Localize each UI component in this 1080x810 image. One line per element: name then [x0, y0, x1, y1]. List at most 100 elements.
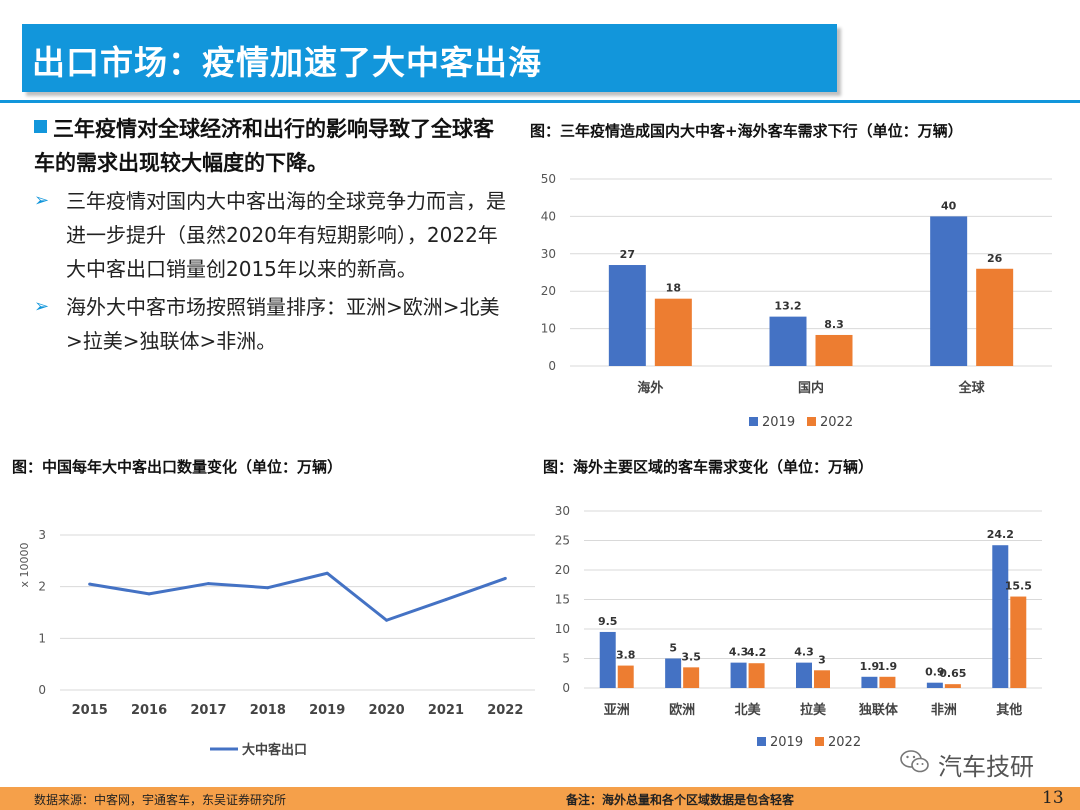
chart2-data-point [206, 582, 210, 586]
chart3-data-label: 1.9 [878, 660, 898, 673]
chart2-y-axis-label: x 10000 [18, 542, 31, 587]
chart1-title: 图：三年疫情造成国内大中客+海外客车需求下行（单位：万辆） [530, 122, 963, 140]
chart2-x-tick-label: 2016 [131, 703, 167, 718]
chart3-data-label: 3.8 [616, 649, 636, 662]
chart1-x-tick-label: 国内 [798, 380, 824, 396]
chart3-legend-label: 2022 [828, 735, 861, 750]
chart2-y-tick-label: 0 [38, 683, 46, 697]
chart3-data-label: 4.3 [794, 646, 814, 659]
chart3-title: 图：海外主要区域的客车需求变化（单位：万辆） [543, 458, 874, 476]
chart3-data-label: 9.5 [598, 615, 618, 628]
chart2-x-tick-label: 2021 [428, 703, 464, 718]
chart1-data-label: 8.3 [824, 318, 844, 331]
chart2-data-point [444, 598, 448, 602]
chart3-bar-2019 [796, 662, 812, 688]
chart2-y-tick-label: 2 [38, 580, 46, 594]
chart3-data-label: 0.65 [939, 667, 966, 680]
chart1-bar-2022 [654, 298, 692, 366]
chart3-legend-label: 2019 [770, 735, 803, 750]
chart3-y-tick-label: 0 [562, 681, 570, 695]
chart1-legend-swatch [807, 417, 816, 426]
chart1-bar-2019 [608, 265, 646, 366]
chart3-bar-2019 [861, 676, 878, 688]
chart2-data-point [385, 618, 389, 622]
sub-bullet-text: 海外大中客市场按照销量排序：亚洲>欧洲>北美>拉美>独联体>非洲。 [66, 295, 500, 353]
main-bullet: 三年疫情对全球经济和出行的影响导致了全球客车的需求出现较大幅度的下降。 [34, 112, 514, 180]
chart2-data-point [147, 592, 151, 596]
arrow-bullet-icon: ➢ [34, 296, 50, 317]
chart1-y-tick-label: 10 [541, 322, 556, 336]
footer-bar: 数据来源：中客网，宇通客车，东吴证券研究所 备注：海外总量和各个区域数据是包含轻… [0, 787, 1080, 810]
chart1-y-tick-label: 50 [541, 172, 556, 186]
chart1-y-tick-label: 20 [541, 284, 556, 298]
chart2-data-point [503, 576, 507, 580]
chart3-bar-2022 [814, 670, 830, 688]
chart1-x-tick-label: 海外 [637, 380, 663, 396]
chart2-x-tick-label: 2015 [72, 703, 108, 718]
chart3-bar-2022 [879, 676, 896, 688]
data-source: 数据来源：中客网，宇通客车，东吴证券研究所 [34, 793, 287, 807]
sub-bullet: ➢ 三年疫情对国内大中客出海的全球竞争力而言，是进一步提升（虽然2020年有短期… [34, 184, 514, 286]
chart2-data-point [325, 571, 329, 575]
chart1-legend-label: 2019 [762, 415, 795, 430]
bullet-section: 三年疫情对全球经济和出行的影响导致了全球客车的需求出现较大幅度的下降。 ➢ 三年… [34, 112, 514, 358]
chart3-bar-2022 [617, 665, 634, 688]
chart3-x-tick-label: 亚洲 [604, 703, 630, 718]
chart3-data-label: 3 [818, 653, 826, 666]
chart1-x-tick-label: 全球 [958, 380, 986, 396]
chart1-legend-label: 2022 [820, 415, 853, 430]
page-number: 13 [1042, 788, 1064, 808]
chart3-x-tick-label: 欧洲 [669, 702, 695, 718]
main-bullet-text: 三年疫情对全球经济和出行的影响导致了全球客车的需求出现较大幅度的下降。 [34, 117, 494, 175]
chart3-bar-2019 [992, 545, 1009, 688]
chart3-y-tick-label: 15 [555, 593, 570, 607]
chart3-data-label: 1.9 [860, 660, 880, 673]
title-bar: 出口市场：疫情加速了大中客出海 [22, 24, 837, 92]
chart3-bar-2022 [748, 663, 765, 688]
chart1-data-label: 26 [987, 252, 1003, 265]
watermark-text: 汽车技研 [938, 753, 1034, 781]
chart3-data-label: 4.3 [729, 646, 749, 659]
chart3-data-label: 3.5 [681, 650, 701, 663]
chart1-bar-2019 [930, 216, 968, 366]
wechat-icon [900, 750, 929, 773]
chart2-title: 图：中国每年大中客出口数量变化（单位：万辆） [12, 458, 343, 476]
chart3-x-tick-label: 非洲 [931, 702, 957, 718]
chart3-bar-2022 [683, 667, 700, 688]
chart3-y-tick-label: 20 [555, 563, 570, 577]
chart2-y-tick-label: 3 [38, 528, 46, 542]
chart3-bar-2019 [665, 658, 682, 688]
chart3-data-label: 15.5 [1005, 580, 1032, 593]
chart1-data-label: 13.2 [774, 300, 801, 313]
sub-bullet: ➢ 海外大中客市场按照销量排序：亚洲>欧洲>北美>拉美>独联体>非洲。 [34, 290, 514, 358]
chart3-bar-2019 [926, 682, 943, 688]
chart2-y-tick-label: 1 [38, 631, 46, 645]
chart3-bar-2022 [944, 684, 961, 688]
chart2-x-tick-label: 2020 [368, 703, 404, 718]
chart2-legend-label: 大中客出口 [242, 742, 307, 758]
chart3-legend-swatch [815, 737, 824, 746]
chart2-x-tick-label: 2022 [487, 703, 523, 718]
title-divider [0, 100, 1080, 103]
chart3-bar-2019 [730, 662, 747, 688]
chart3-data-label: 0.9 [925, 666, 945, 679]
chart2-series-line [89, 571, 506, 622]
chart3-bar-2019 [599, 631, 616, 688]
chart3-x-tick-label: 拉美 [800, 702, 827, 718]
chart2-x-tick-label: 2019 [309, 703, 345, 718]
chart1-y-tick-label: 40 [541, 209, 556, 223]
chart1-y-tick-label: 30 [541, 247, 556, 261]
chart3-x-tick-label: 独联体 [859, 702, 899, 718]
chart1-legend-swatch [749, 417, 758, 426]
watermark: 汽车技研 [900, 745, 1040, 781]
sub-bullet-text: 三年疫情对国内大中客出海的全球竞争力而言，是进一步提升（虽然2020年有短期影响… [66, 189, 506, 281]
chart3-bar-2022 [1010, 596, 1027, 688]
chart3-data-label: 4.2 [747, 646, 767, 659]
chart2-data-point [88, 582, 92, 586]
page-title: 出口市场：疫情加速了大中客出海 [32, 43, 542, 82]
chart1-data-label: 18 [666, 282, 681, 295]
chart3-y-tick-label: 5 [562, 652, 570, 666]
